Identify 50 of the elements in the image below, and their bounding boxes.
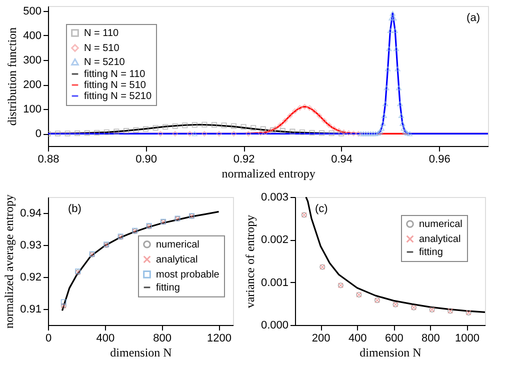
y-tick-label: 0.92	[20, 272, 42, 284]
x-tick-label: 0.90	[136, 154, 157, 166]
y-tick-label: 0.001	[260, 276, 288, 289]
y-tick-label: 0.94	[20, 208, 42, 220]
y-tick-label: 0.002	[260, 234, 288, 246]
y-tick-label: 0.93	[20, 240, 42, 252]
legend-label: fitting	[419, 247, 443, 258]
y-axis-title: variance of entropy	[242, 214, 257, 308]
legend-label: numerical	[156, 239, 200, 250]
x-axis-title: normalized entropy	[222, 166, 316, 180]
y-tick-label: 300	[23, 54, 42, 67]
x-tick-label: 600	[384, 332, 404, 344]
x-tick-label: 800	[153, 332, 172, 344]
y-tick-label: 0	[35, 128, 42, 140]
y-tick-label: 0.003	[260, 192, 288, 204]
x-tick-label: 0.96	[428, 154, 450, 166]
y-tick-label: 200	[23, 79, 42, 92]
legend-label: N = 110	[84, 28, 119, 39]
y-tick-label: 500	[23, 5, 42, 18]
x-tick-label: 200	[312, 332, 330, 344]
x-tick-label: 0.88	[38, 154, 60, 166]
legend-label: N = 510	[84, 43, 120, 54]
x-axis-title: dimension N	[360, 346, 422, 360]
y-tick-label: 0.91	[20, 304, 42, 316]
x-tick-label: 1000	[454, 332, 480, 344]
x-axis-title: dimension N	[110, 346, 172, 360]
x-tick-label: 400	[96, 332, 115, 344]
y-tick-label: 0.000	[260, 320, 288, 332]
legend-label: fitting N = 110	[84, 69, 146, 80]
legend-label: most probable	[156, 269, 220, 280]
legend-label: analytical	[419, 234, 461, 245]
y-axis-title: distribution function	[5, 27, 20, 126]
legend-label: fitting	[156, 282, 180, 294]
y-axis-title: normalized average entropy	[2, 194, 16, 328]
x-tick-label: 1200	[207, 332, 232, 344]
legend-label: fitting N = 510	[84, 80, 146, 91]
x-tick-label: 0.94	[331, 154, 353, 166]
y-tick-label: 100	[23, 104, 42, 116]
legend-label: N = 5210	[84, 57, 126, 68]
x-tick-label: 400	[348, 332, 367, 344]
annotation: (c)	[315, 203, 328, 215]
y-tick-label: 400	[23, 30, 42, 42]
legend-label: fitting N = 5210	[84, 91, 152, 102]
x-tick-label: 800	[422, 332, 440, 344]
annotation: (a)	[466, 12, 480, 24]
annotation: (b)	[68, 203, 82, 215]
x-tick-label: 0	[45, 332, 52, 344]
legend-label: analytical	[156, 254, 198, 266]
x-tick-label: 0.92	[233, 154, 255, 166]
legend-label: numerical	[419, 219, 462, 230]
